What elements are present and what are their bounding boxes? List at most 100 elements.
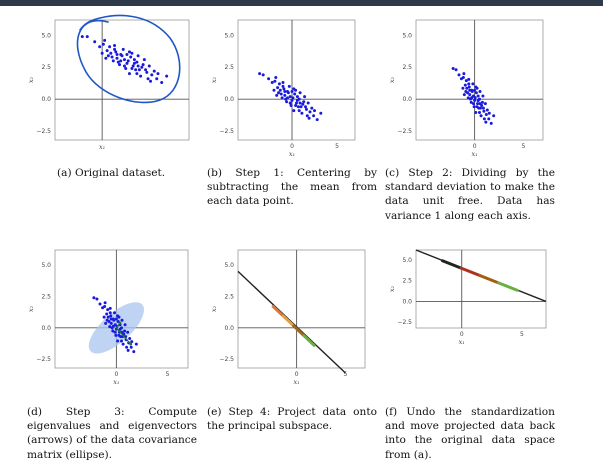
y-tick-label: 2.5 [41,64,51,71]
data-point [482,109,486,113]
data-point [144,68,148,72]
data-point [123,329,127,333]
data-point [292,87,296,91]
data-point [108,325,112,329]
y-tick-label: 5.0 [402,32,412,39]
plot-frame [54,249,189,369]
data-point [280,96,284,100]
projected-segment [478,274,500,285]
data-point [92,296,96,300]
y-tick-label: 5.0 [224,32,234,39]
data-point [122,58,126,62]
data-point [85,35,89,39]
x-axis-label: x₁ [293,378,299,386]
y-tick-label: 2.5 [224,64,234,71]
data-point [286,96,289,100]
y-tick-label: 2.5 [224,293,234,300]
data-point [108,306,112,310]
data-point [160,81,164,85]
data-point [287,84,291,88]
data-point [474,91,478,95]
data-point [481,106,485,110]
x-tick-label: 0 [473,143,477,150]
data-point [288,101,292,105]
data-point [106,315,110,319]
data-point [114,333,118,337]
data-point [466,96,470,100]
data-point [282,87,286,91]
data-point [313,109,316,113]
data-point [101,42,105,46]
y-tick-label: −2.5 [36,128,51,135]
data-point [105,49,109,53]
x-tick-label: 0 [460,331,464,338]
y-axis-label: x₂ [27,76,35,83]
data-point [121,47,125,51]
projected-segment [459,266,482,278]
data-point [113,47,117,51]
projected-segment [496,281,519,292]
y-tick-label: 0.0 [402,96,412,103]
data-point [145,70,149,74]
y-axis-label: x₂ [27,305,35,312]
data-point [295,98,299,102]
data-point [296,105,300,109]
data-point [93,40,97,44]
x-tick-label: 5 [520,331,524,338]
data-point [479,114,483,118]
data-point [463,83,467,87]
data-point [125,345,129,349]
data-point [121,342,125,346]
x-tick-label: 0 [295,371,299,378]
data-point [476,102,480,106]
data-point [302,100,306,104]
data-point [303,95,307,99]
data-point [127,50,131,54]
data-point [467,85,471,89]
y-axis-label: x₂ [210,76,218,83]
plot-frame [54,19,190,141]
data-point [305,114,309,118]
chart-a-original-dataset: 5.0 2.5 0.0 −2.5 x₁ x₂ [27,19,190,151]
eigenvector-arrowhead [118,321,122,325]
y-tick-label: −2.5 [219,356,234,363]
data-point [126,330,130,334]
y-tick-label: 0.0 [224,96,234,103]
data-point [104,56,108,60]
data-point [457,73,461,77]
data-point [319,111,323,115]
eigenvector-arrow [115,327,132,345]
data-point [156,72,160,76]
data-point [275,93,279,97]
data-point [111,329,115,333]
data-point [270,81,274,85]
data-point [290,98,294,102]
chart-e-projected: 5.0 2.5 0.0 −2.5 0 5 x₁ x₂ [210,249,366,386]
data-point [308,110,312,114]
data-point [301,102,305,106]
data-point [102,315,106,319]
data-point [283,89,287,93]
data-point [293,92,297,96]
y-tick-label: 2.5 [402,278,412,285]
data-point [104,321,108,325]
x-tick-label: 5 [335,143,339,150]
data-point [127,72,131,76]
data-point [131,64,135,68]
data-point [129,55,133,59]
data-point [471,102,475,106]
data-point [103,304,107,308]
data-point [141,63,145,67]
data-point [295,95,299,99]
data-point [299,105,303,109]
data-point [267,77,271,81]
data-point [147,64,151,68]
data-point [278,88,282,92]
data-point [467,82,471,86]
data-point [106,308,110,312]
x-axis-label: x₁ [471,150,477,158]
data-point [110,55,114,59]
y-tick-label: 0.0 [41,325,51,332]
y-axis-label: x₂ [388,285,396,292]
data-point [466,91,470,95]
